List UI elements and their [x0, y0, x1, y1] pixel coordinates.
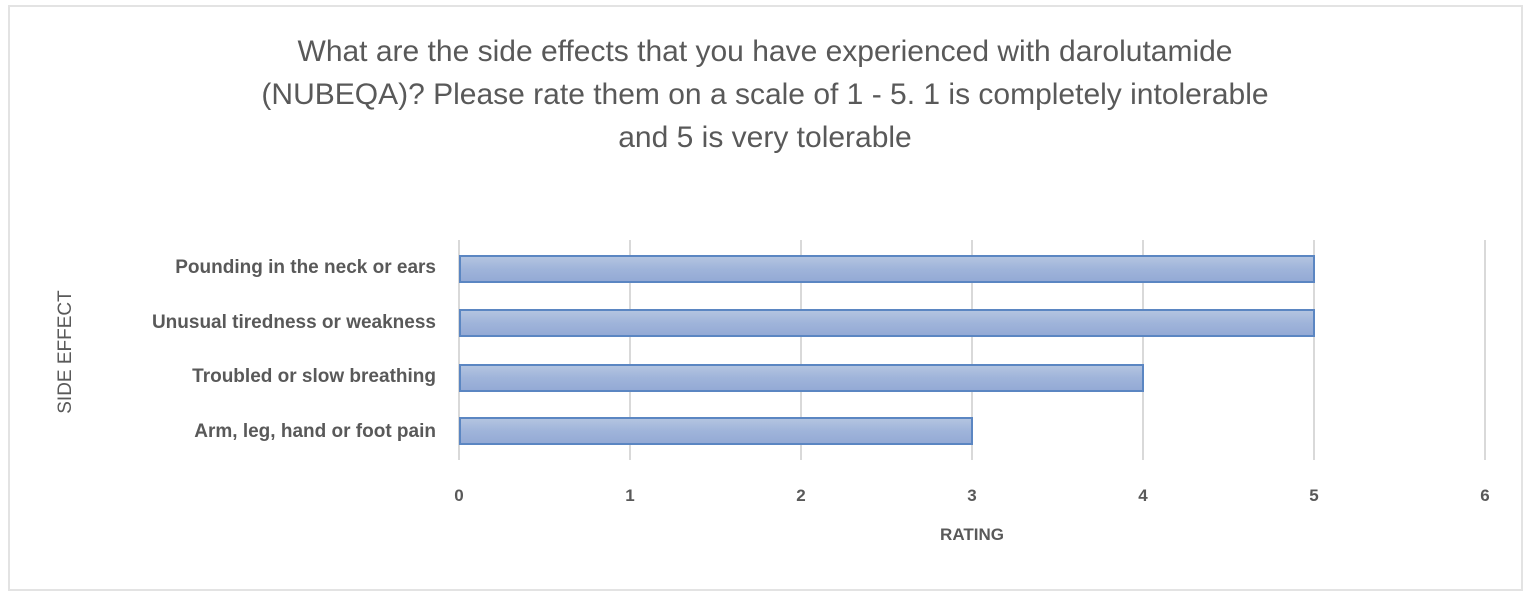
gridline — [629, 240, 631, 460]
bar — [459, 255, 1315, 283]
x-tick-label: 3 — [967, 486, 977, 505]
gridline — [971, 240, 973, 460]
x-tick-label: 6 — [1480, 486, 1490, 505]
x-axis-label: RATING — [940, 525, 1004, 544]
x-tick-label: 1 — [625, 486, 635, 505]
x-tick-label: 2 — [796, 486, 806, 505]
x-tick-label: 4 — [1138, 486, 1148, 505]
chart-frame — [8, 5, 1523, 591]
chart-title: What are the side effects that you have … — [0, 30, 1530, 159]
chart-title-line-2: (NUBEQA)? Please rate them on a scale of… — [261, 78, 1269, 111]
bar — [459, 417, 973, 445]
bar — [459, 364, 1144, 392]
category-label: Pounding in the neck or ears — [175, 257, 436, 278]
x-tick-label: 5 — [1309, 486, 1319, 505]
category-label: Arm, leg, hand or foot pain — [194, 421, 436, 442]
gridline — [800, 240, 802, 460]
gridline — [1313, 240, 1315, 460]
gridline — [458, 240, 460, 460]
x-tick-label: 0 — [454, 486, 464, 505]
chart-title-line-3: and 5 is very tolerable — [618, 121, 912, 154]
gridline — [1484, 240, 1486, 460]
y-axis-label: SIDE EFFECT — [55, 290, 76, 414]
chart-title-line-1: What are the side effects that you have … — [297, 35, 1233, 68]
category-label: Troubled or slow breathing — [192, 366, 436, 387]
category-label: Unusual tiredness or weakness — [151, 312, 436, 333]
bar — [459, 309, 1315, 337]
gridline — [1142, 240, 1144, 460]
plot-area — [458, 240, 1486, 460]
